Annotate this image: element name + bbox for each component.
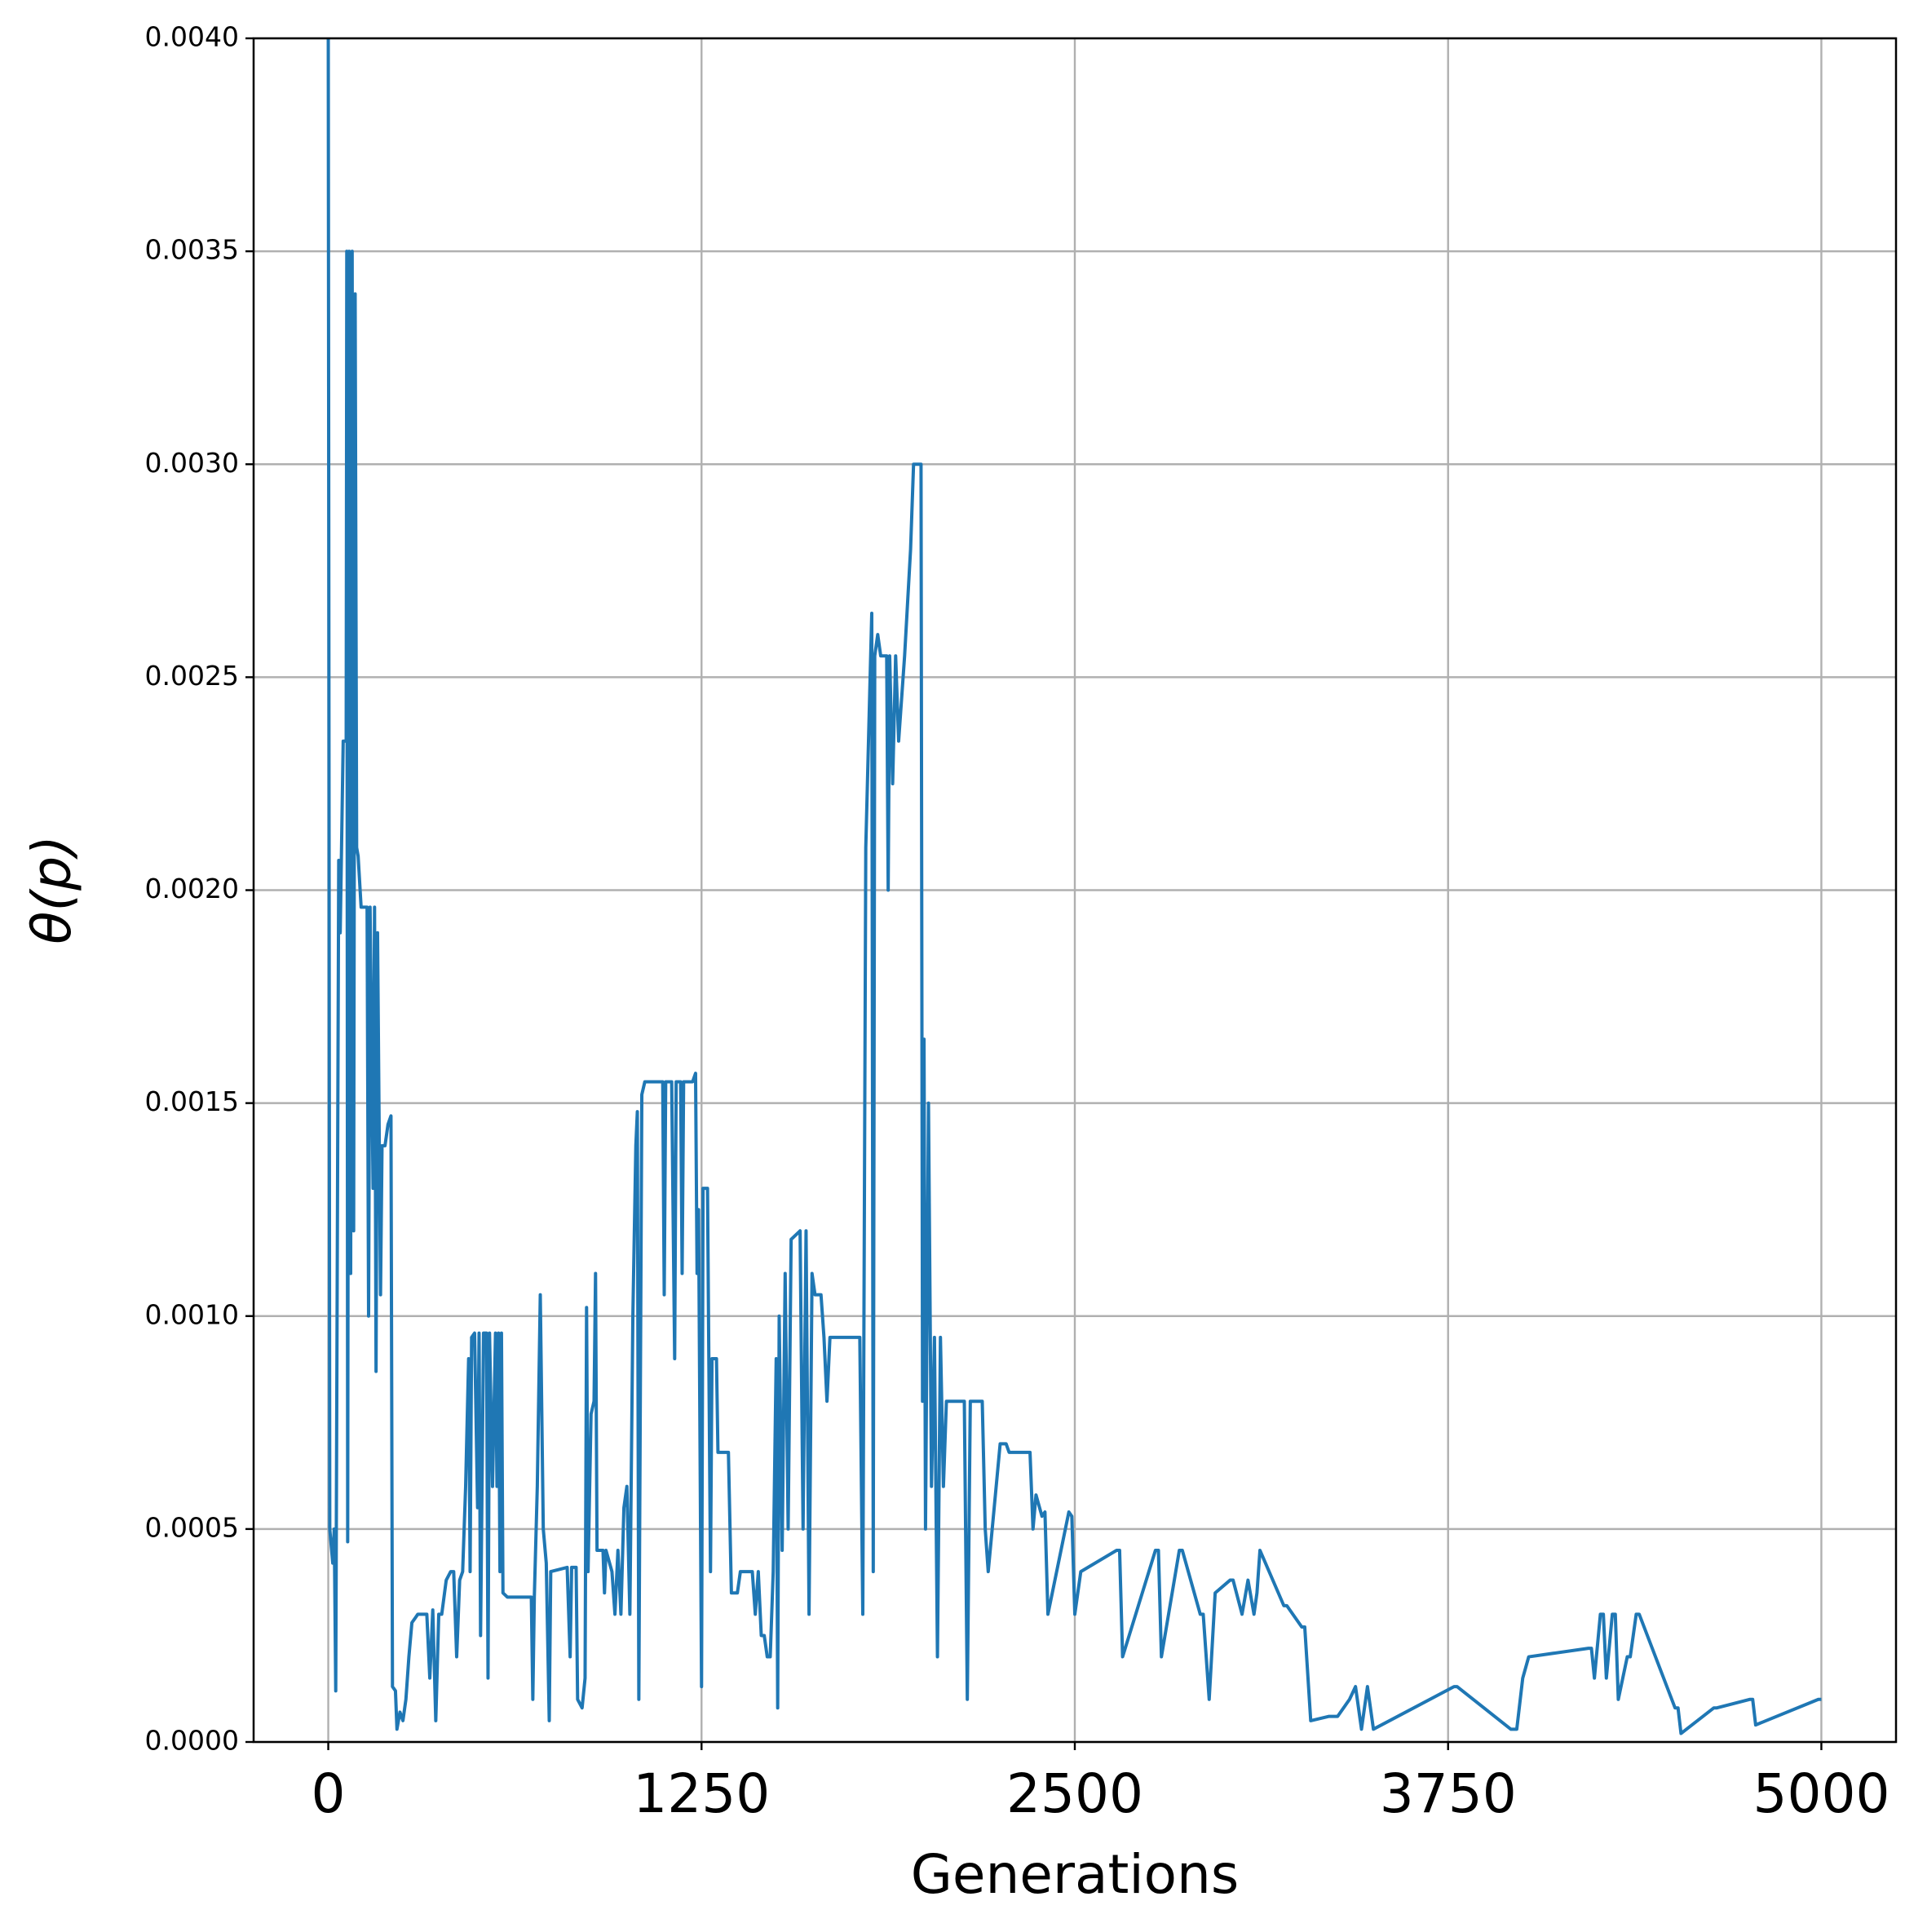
y-tick-label: 0.0040 bbox=[145, 21, 239, 53]
plot-area bbox=[326, 38, 1822, 1735]
x-axis-label: Generations bbox=[911, 1843, 1240, 1906]
x-tick-label: 1250 bbox=[633, 1762, 770, 1825]
ticks: 0.0000 0.0005 0.0010 0.0015 0.0020 0.0025 0.00… bbox=[145, 21, 1890, 1826]
y-tick-label: 0.0030 bbox=[145, 447, 239, 479]
y-tick-label: 0.0020 bbox=[145, 873, 239, 904]
x-tick-label: 0 bbox=[312, 1762, 346, 1825]
y-axis-label: θ(p) bbox=[20, 835, 83, 944]
x-tick-label: 2500 bbox=[1006, 1762, 1143, 1825]
x-tick-label: 5000 bbox=[1752, 1762, 1889, 1825]
y-tick-label: 0.0035 bbox=[145, 234, 239, 266]
y-tick-label: 0.0015 bbox=[145, 1085, 239, 1117]
x-tick-label: 3750 bbox=[1380, 1762, 1517, 1825]
grid bbox=[254, 37, 1896, 1744]
y-tick-label: 0.0000 bbox=[145, 1725, 239, 1757]
y-tick-label: 0.0010 bbox=[145, 1298, 239, 1330]
y-tick-label: 0.0025 bbox=[145, 660, 239, 692]
data-line bbox=[326, 38, 1822, 1735]
y-tick-label: 0.0005 bbox=[145, 1511, 239, 1543]
